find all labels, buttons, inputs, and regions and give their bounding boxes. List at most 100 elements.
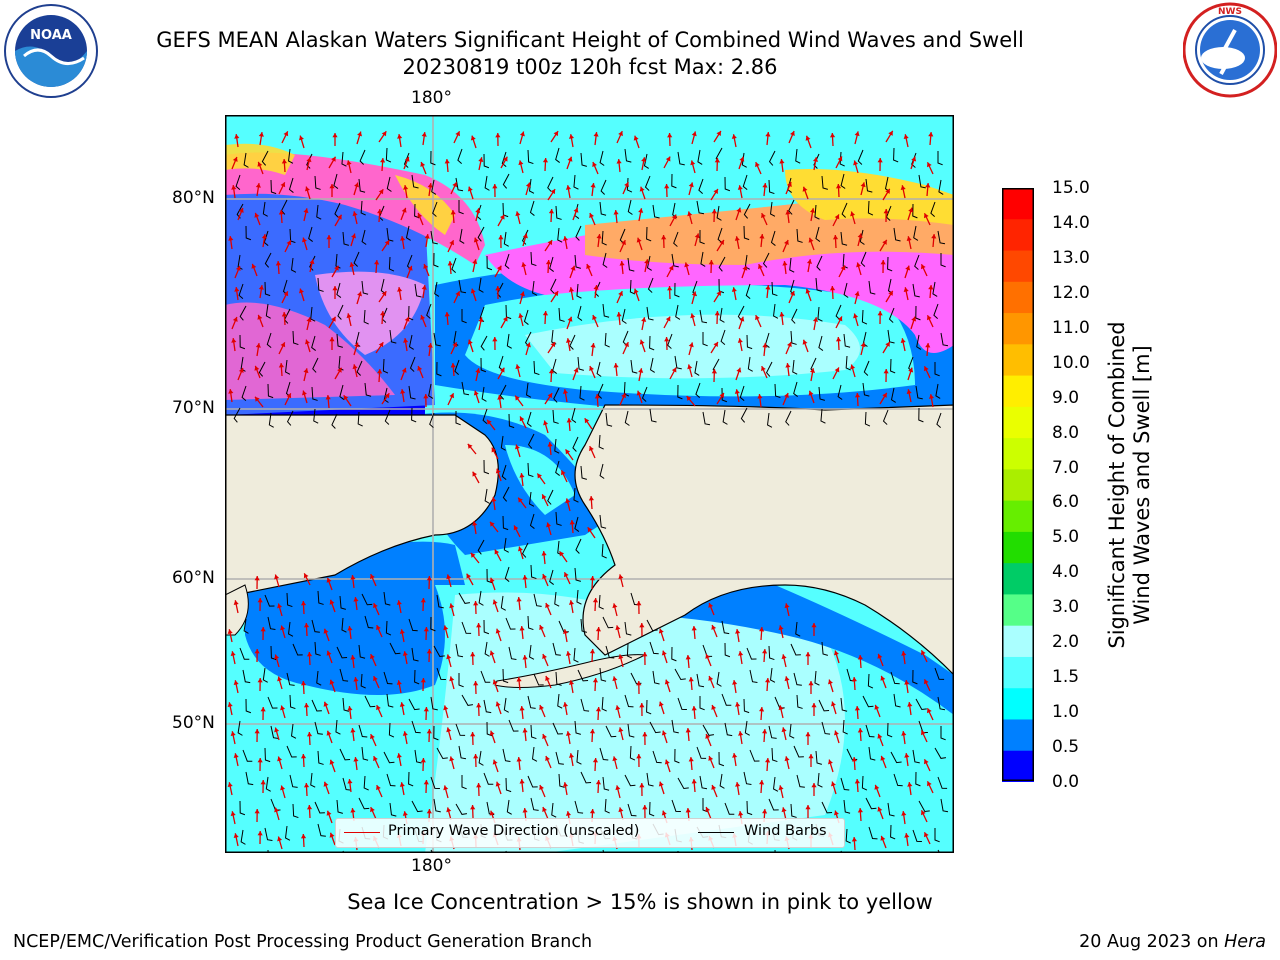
- wave-direction-arrow: [903, 134, 909, 148]
- wind-barb: [414, 669, 420, 685]
- wave-direction-arrow: [785, 341, 792, 355]
- wind-barb: [773, 303, 779, 319]
- wind-barb: [389, 329, 397, 344]
- wind-barb: [483, 699, 492, 714]
- wave-direction-arrow: [280, 785, 286, 799]
- wind-barb: [529, 644, 535, 660]
- wind-barb: [868, 746, 876, 761]
- wave-direction-arrow: [923, 678, 931, 692]
- wind-barb: [360, 673, 366, 689]
- wave-direction-arrow: [920, 649, 928, 663]
- wave-direction-arrow: [522, 728, 528, 742]
- wave-direction-arrow: [595, 626, 602, 641]
- wave-direction-arrow: [757, 394, 763, 408]
- wind-barb: [530, 251, 537, 267]
- wave-direction-arrow: [562, 702, 569, 716]
- wind-barb: [740, 407, 748, 423]
- wave-direction-arrow: [779, 312, 785, 326]
- wave-direction-arrow: [233, 600, 239, 614]
- wave-direction-arrow: [470, 288, 477, 302]
- wave-direction-arrow: [541, 494, 549, 507]
- wind-barb: [580, 618, 587, 633]
- wave-direction-arrow: [473, 680, 479, 695]
- wind-barb: [840, 231, 848, 246]
- wind-barb: [388, 722, 395, 738]
- wind-barb: [411, 720, 421, 734]
- wave-direction-arrow: [735, 207, 742, 221]
- wind-barb: [335, 253, 341, 269]
- wind-barb: [835, 304, 842, 320]
- wind-barb: [861, 775, 868, 791]
- wind-barb: [857, 149, 864, 165]
- wave-direction-arrow: [326, 810, 333, 824]
- wave-direction-arrow: [714, 157, 720, 172]
- wave-direction-arrow: [664, 759, 671, 773]
- wind-barb: [821, 175, 828, 190]
- colorbar-tick-label: 10.0: [1052, 352, 1090, 373]
- wind-barb: [597, 383, 604, 399]
- wave-direction-arrow: [227, 629, 233, 643]
- wind-barb: [746, 647, 757, 660]
- wave-direction-arrow: [874, 704, 881, 718]
- wind-barb: [484, 488, 490, 504]
- wave-direction-arrow: [329, 184, 335, 197]
- wind-barb: [624, 774, 636, 787]
- wind-barb: [359, 149, 366, 165]
- wave-direction-arrow: [378, 130, 387, 143]
- wave-direction-arrow: [227, 702, 233, 716]
- wave-direction-arrow: [642, 804, 648, 819]
- wind-barb: [868, 826, 878, 840]
- wave-direction-arrow: [877, 733, 884, 747]
- wave-direction-arrow: [883, 368, 889, 383]
- wind-barb: [890, 358, 896, 374]
- colorbar-tick-label: 1.0: [1052, 702, 1080, 723]
- wave-direction-arrow: [475, 208, 481, 222]
- wave-direction-arrow: [589, 212, 596, 226]
- wave-direction-arrow: [403, 316, 410, 330]
- wave-direction-arrow: [572, 367, 579, 381]
- wind-barb: [893, 227, 901, 242]
- wind-barb: [573, 647, 579, 663]
- wind-barb: [555, 205, 562, 220]
- wave-direction-arrow: [596, 234, 602, 248]
- wind-barb: [287, 621, 294, 637]
- wave-direction-arrow: [237, 207, 244, 221]
- colorbar-tick-label: 14.0: [1052, 212, 1090, 233]
- wave-direction-arrow: [257, 314, 264, 328]
- wave-direction-arrow: [466, 573, 474, 586]
- wind-barb: [289, 694, 296, 710]
- wave-direction-arrow: [486, 419, 496, 431]
- wind-barb: [455, 177, 464, 192]
- wave-direction-arrow: [306, 651, 313, 666]
- wave-direction-arrow: [568, 680, 575, 694]
- wind-barb: [337, 304, 344, 320]
- wind-barb: [649, 641, 659, 655]
- wave-direction-arrow: [258, 132, 264, 146]
- wave-direction-arrow: [280, 625, 286, 639]
- wave-direction-arrow: [638, 368, 644, 382]
- wave-direction-arrow: [426, 575, 432, 590]
- wave-direction-arrow: [639, 622, 645, 637]
- wave-direction-arrow: [638, 208, 644, 222]
- wave-direction-arrow: [517, 546, 524, 560]
- wave-direction-arrow: [711, 208, 717, 223]
- wind-barb: [483, 459, 490, 475]
- wave-direction-arrow: [926, 780, 934, 794]
- wind-barb: [478, 590, 484, 606]
- wave-direction-arrow: [732, 753, 738, 767]
- wind-barb: [817, 306, 823, 322]
- wind-barb: [499, 384, 507, 400]
- wind-barb: [258, 361, 266, 377]
- wave-direction-arrow: [370, 573, 377, 587]
- wind-barb: [482, 408, 488, 424]
- wave-direction-arrow: [568, 600, 575, 614]
- wave-direction-arrow: [781, 727, 787, 741]
- wind-barb: [574, 516, 580, 532]
- wind-barb: [574, 567, 581, 582]
- wave-direction-arrow: [711, 784, 718, 798]
- wind-barb: [577, 305, 583, 321]
- colorbar-block: [1002, 531, 1034, 564]
- wave-direction-arrow: [519, 779, 525, 793]
- wind-barb: [554, 438, 560, 454]
- wave-direction-arrow: [303, 573, 311, 586]
